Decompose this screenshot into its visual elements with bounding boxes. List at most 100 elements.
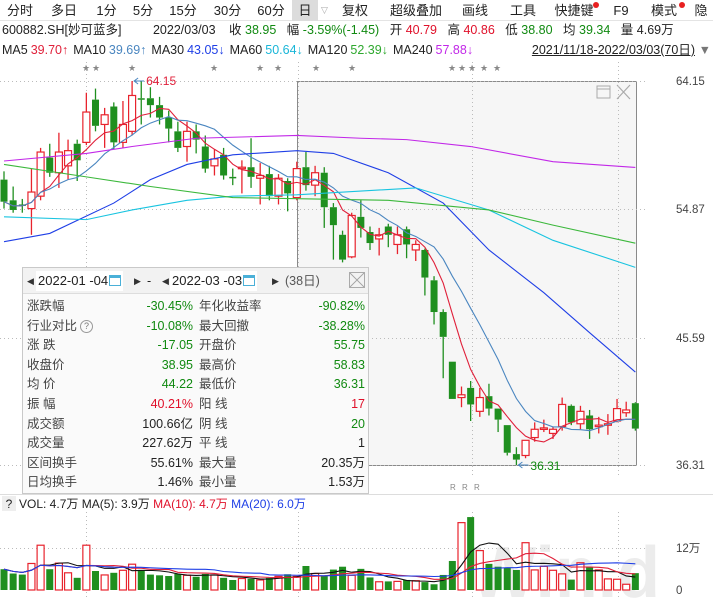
candle — [475, 387, 484, 417]
stat-row: 日均换手 1.46% 最小量 1.53万 — [23, 473, 368, 492]
stat-label: 阳 线 — [199, 397, 228, 411]
period-tab-12[interactable]: 快捷键 — [546, 0, 602, 21]
period-tab-0[interactable]: 分时 — [0, 0, 40, 21]
ma120-line — [3, 163, 636, 244]
period-tab-13[interactable]: F9 — [602, 0, 640, 21]
calendar-icon[interactable] — [243, 275, 256, 286]
volume-bar — [174, 573, 182, 590]
period-tab-1[interactable]: 多日 — [40, 0, 88, 21]
candle — [54, 132, 64, 188]
candle-body — [631, 403, 639, 429]
candle — [485, 383, 493, 416]
date-range-link[interactable]: 2021/11/18-2022/03/03(70日) — [528, 41, 695, 60]
period-tab-14[interactable]: 模式 — [640, 0, 688, 21]
volume-bar — [36, 544, 45, 591]
ma-label: MA240 — [392, 43, 433, 57]
candle-body — [192, 131, 200, 140]
candle — [521, 439, 530, 459]
help-icon[interactable]: ? — [2, 496, 16, 511]
candle-body — [92, 99, 99, 126]
period-tab-2[interactable]: 1分 — [88, 0, 125, 21]
candle — [403, 226, 411, 259]
close-icon[interactable] — [349, 272, 365, 288]
period-tab-11[interactable]: 工具 — [500, 0, 546, 21]
stat-value: 227.62万 — [142, 436, 193, 451]
event-star-icon: ★ — [468, 63, 476, 73]
stat-value: -30.45% — [146, 299, 193, 313]
stat-label: 开盘价 — [199, 338, 237, 353]
period-tab-10[interactable]: 画线 — [452, 0, 498, 21]
volume-bar — [229, 579, 237, 590]
candle-body — [18, 204, 26, 206]
help-icon[interactable]: ? — [80, 319, 94, 333]
period-tab-6[interactable]: 60分 — [250, 0, 292, 21]
stat-label: 成交量 — [27, 434, 65, 453]
start-next-icon[interactable]: ▶ — [134, 276, 141, 286]
stat-row: 行业对比? -10.08% 最大回撤 -38.28% — [23, 317, 368, 336]
high-arrow-icon — [133, 77, 145, 85]
candle — [421, 248, 429, 296]
candle — [430, 276, 438, 325]
stat-label-text: 成交额 — [27, 416, 65, 431]
volume-bar — [110, 572, 118, 590]
tab-label: 快捷键 — [554, 3, 594, 18]
volume-bar — [201, 573, 209, 590]
candle-body — [82, 111, 91, 143]
stat-value: 36.31 — [333, 377, 365, 392]
period-tab-7[interactable]: 日 — [292, 0, 318, 21]
ma-value: 39.69↑ — [108, 43, 147, 57]
candle — [329, 203, 337, 260]
period-tab-9[interactable]: 超级叠加 — [380, 0, 452, 21]
range-dropdown-icon[interactable]: ▼ — [698, 43, 711, 57]
ma5-line — [3, 107, 636, 443]
interval-stats-panel: ◀ 2022-01 -04 ▶ - ◀ 2022-03 -03 ▶ (38日) … — [22, 267, 369, 494]
stat-label: 收盘价 — [27, 356, 65, 375]
ma60-line — [3, 187, 636, 268]
candle — [146, 87, 154, 118]
candle-body — [467, 387, 475, 405]
stat-label-text: 成交量 — [27, 436, 65, 451]
volume-tick-label: 12万 — [676, 543, 700, 555]
candle-body — [485, 396, 493, 409]
volume-bar — [210, 574, 219, 591]
volume-bar — [457, 522, 466, 591]
tab-label: 15分 — [169, 3, 197, 18]
period-tab-4[interactable]: 15分 — [161, 0, 205, 21]
candle-body — [503, 425, 511, 453]
candle-body — [46, 157, 54, 173]
volume-bar — [27, 562, 36, 591]
period-tab-3[interactable]: 5分 — [125, 0, 161, 21]
volume-bar — [375, 581, 384, 591]
start-prev-icon[interactable]: ◀ — [27, 276, 34, 286]
ma-label: MA60 — [229, 43, 263, 57]
candle-body — [63, 150, 73, 167]
volume-bar — [366, 577, 374, 590]
end-date-field[interactable]: 2022-03 -03 — [170, 271, 258, 291]
volume-bar — [393, 580, 402, 591]
start-date-field[interactable]: 2022-01 -04 — [36, 271, 124, 291]
candle-body — [329, 207, 337, 226]
candle-body — [457, 394, 466, 399]
ma-value: 50.64↓ — [265, 43, 303, 57]
period-tab-5[interactable]: 30分 — [205, 0, 250, 21]
candle — [576, 405, 585, 430]
stat-value: -90.82% — [318, 299, 365, 313]
chevron-down-icon[interactable]: ▽ — [321, 5, 328, 15]
period-tab-8[interactable]: 复权 — [332, 0, 378, 21]
period-tab-15[interactable]: 隐 — [688, 0, 713, 21]
stat-label: 最大回撤 — [199, 318, 250, 333]
vol-ma10: MA(10): 4.7万 — [153, 497, 228, 511]
stat-label: 最高价 — [199, 357, 237, 372]
candle — [467, 381, 475, 421]
end-prev-icon[interactable]: ◀ — [162, 276, 169, 286]
candle — [530, 422, 539, 442]
quote-date: 2022/03/03 — [152, 23, 216, 37]
quote-bar: 600882.SH[妙可蓝多] 2022/03/03 收 38.95 幅 -3.… — [2, 21, 674, 40]
end-next-icon[interactable]: ▶ — [272, 276, 279, 286]
stat-row: 区间换手 55.61% 最大量 20.35万 — [23, 454, 368, 473]
event-star-icon: ★ — [312, 63, 320, 73]
candle — [220, 147, 228, 180]
candle-body — [146, 98, 154, 106]
calendar-icon[interactable] — [109, 275, 122, 286]
volume-bar — [46, 569, 54, 590]
